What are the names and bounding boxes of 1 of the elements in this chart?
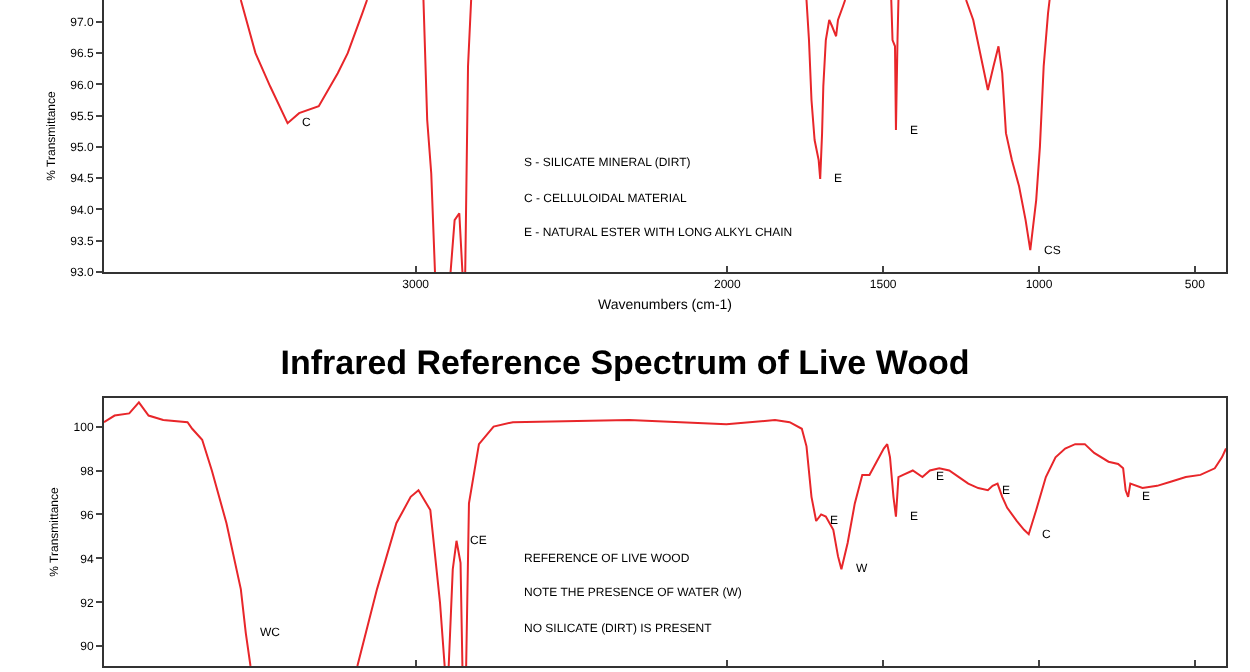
chart-title: Infrared Reference Spectrum of Live Wood: [280, 343, 970, 382]
